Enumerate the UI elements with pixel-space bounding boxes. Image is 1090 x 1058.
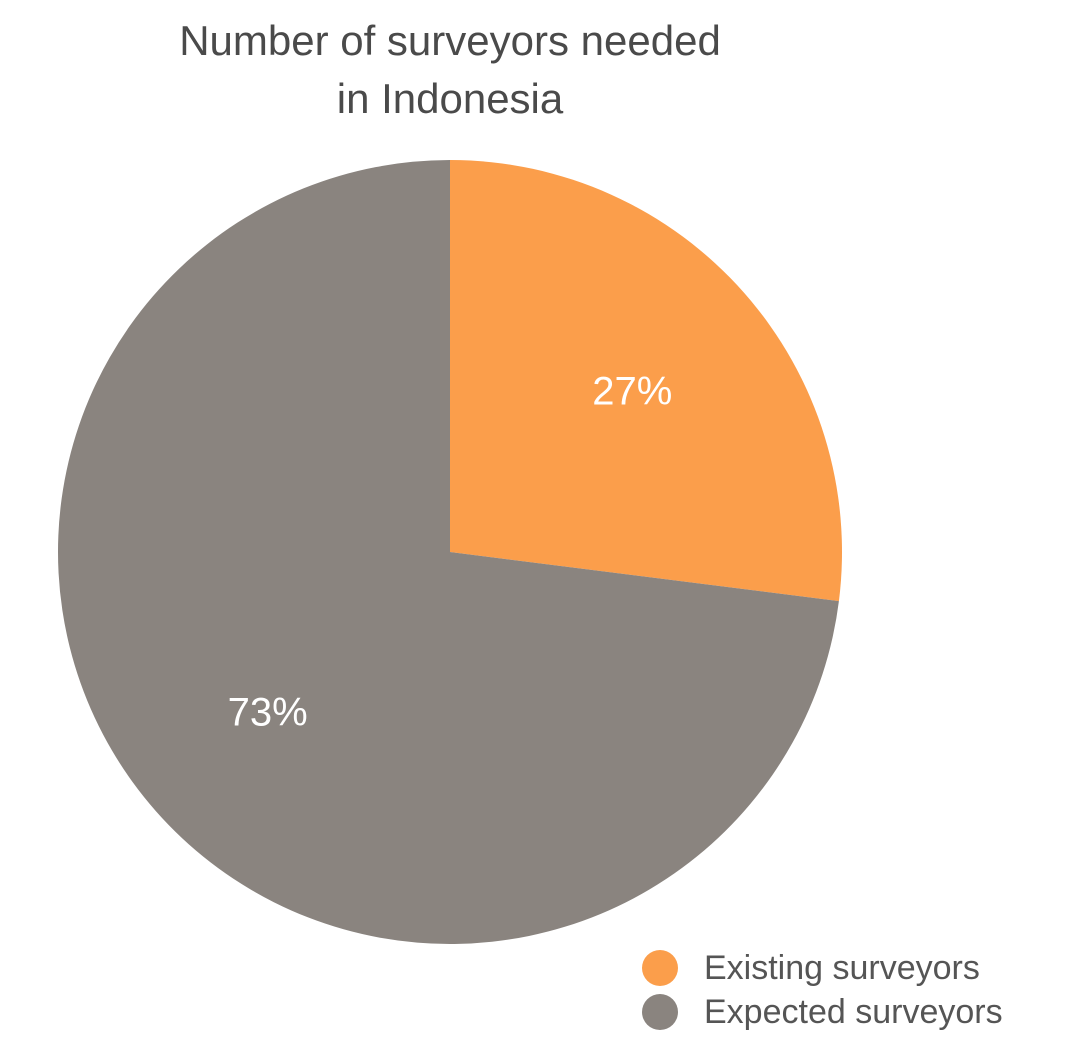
pie-slice-expected-surveyors	[57, 160, 839, 945]
chart-title-line-1: Number of surveyors needed	[179, 17, 721, 64]
legend-swatch-expected	[642, 994, 678, 1030]
pie-label-existing-surveyors: 27%	[592, 369, 672, 413]
legend: Existing surveyors Expected surveyors	[642, 946, 1003, 1034]
legend-swatch-existing	[642, 950, 678, 986]
legend-item-existing: Existing surveyors	[642, 946, 1003, 990]
chart-title: Number of surveyors needed in Indonesia	[50, 12, 850, 128]
chart-title-line-2: in Indonesia	[336, 75, 564, 122]
legend-label-expected: Expected surveyors	[704, 992, 1003, 1031]
legend-item-expected: Expected surveyors	[642, 990, 1003, 1034]
pie-slice-existing-surveyors	[450, 160, 842, 602]
pie-label-expected-surveyors: 73%	[228, 691, 308, 735]
legend-label-existing: Existing surveyors	[704, 948, 980, 987]
